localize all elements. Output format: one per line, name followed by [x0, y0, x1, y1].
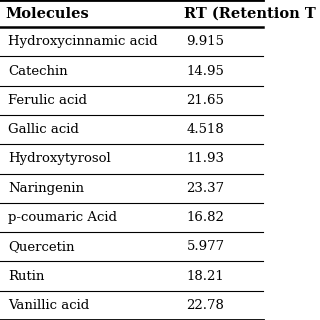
- Text: 11.93: 11.93: [187, 152, 225, 165]
- Text: 4.518: 4.518: [187, 123, 224, 136]
- Text: 14.95: 14.95: [187, 65, 224, 78]
- Text: p-coumaric Acid: p-coumaric Acid: [8, 211, 117, 224]
- Text: Naringenin: Naringenin: [8, 182, 84, 195]
- Text: 16.82: 16.82: [187, 211, 224, 224]
- Text: Hydroxytyrosol: Hydroxytyrosol: [8, 152, 111, 165]
- Text: 18.21: 18.21: [187, 269, 224, 283]
- Text: Quercetin: Quercetin: [8, 240, 74, 253]
- Text: 5.977: 5.977: [187, 240, 225, 253]
- Text: 23.37: 23.37: [187, 182, 225, 195]
- Text: 21.65: 21.65: [187, 94, 224, 107]
- Text: Vanillic acid: Vanillic acid: [8, 299, 89, 312]
- Text: Hydroxycinnamic acid: Hydroxycinnamic acid: [8, 35, 157, 48]
- Text: RT (Retention T: RT (Retention T: [184, 7, 316, 20]
- Text: Ferulic acid: Ferulic acid: [8, 94, 87, 107]
- Text: Gallic acid: Gallic acid: [8, 123, 79, 136]
- Text: Molecules: Molecules: [5, 7, 89, 20]
- Text: 22.78: 22.78: [187, 299, 224, 312]
- Text: Rutin: Rutin: [8, 269, 44, 283]
- Text: 9.915: 9.915: [187, 35, 225, 48]
- Text: Catechin: Catechin: [8, 65, 68, 78]
